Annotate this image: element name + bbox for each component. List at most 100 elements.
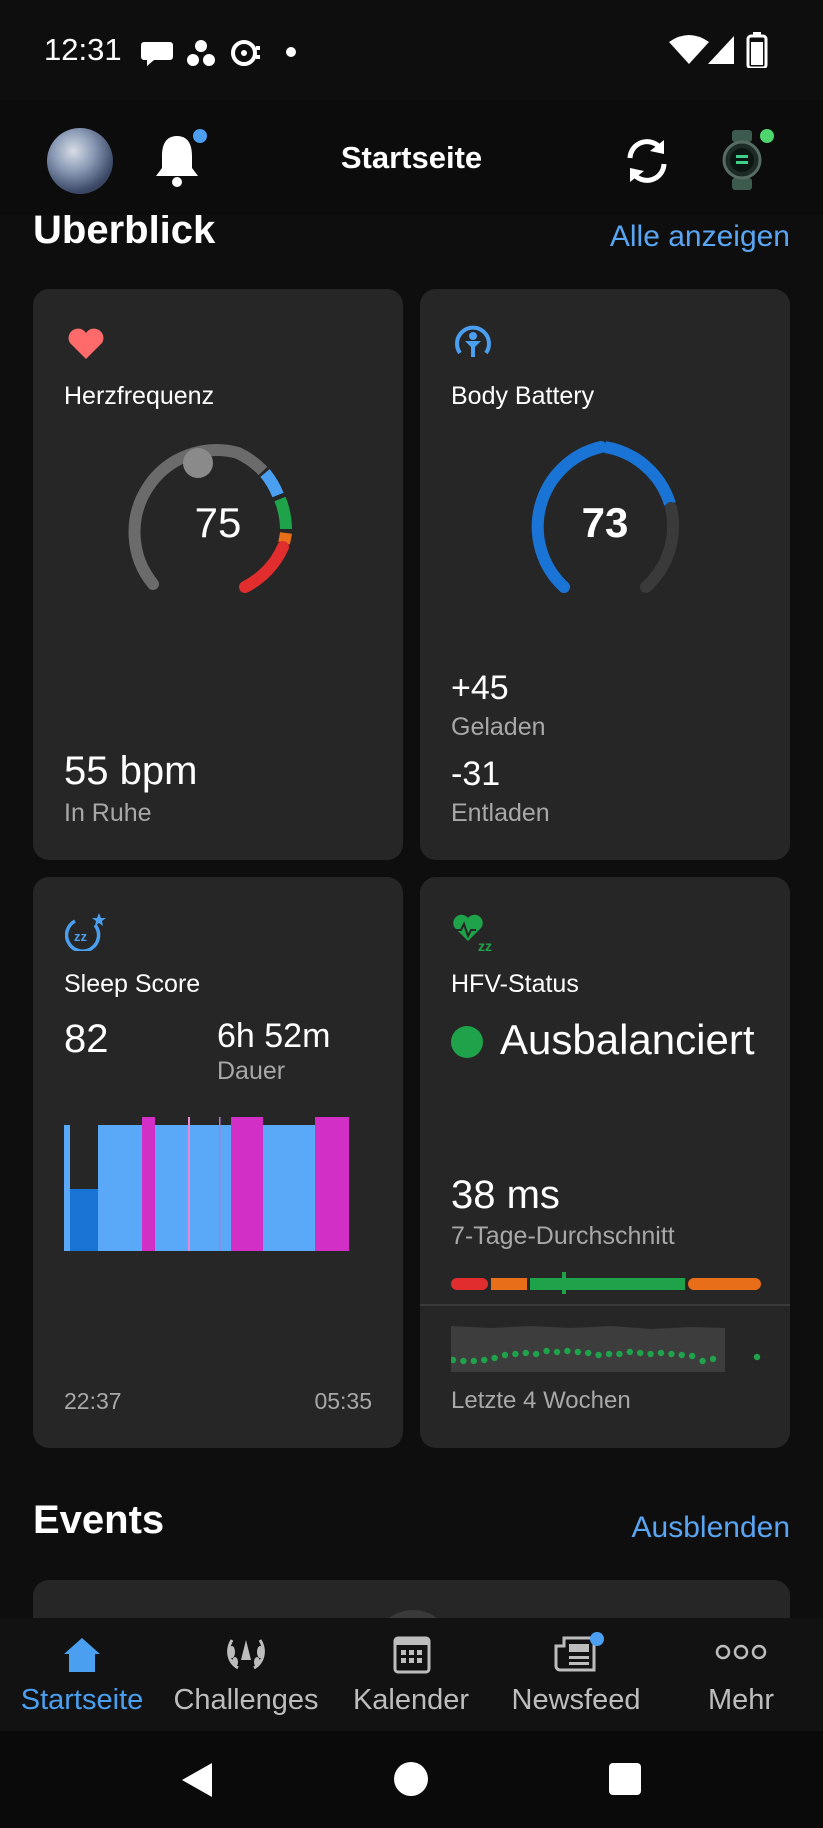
hrv-trend-dot: [512, 1350, 519, 1358]
hrv-trend-chart: [451, 1326, 761, 1372]
hrv-trend-dot: [574, 1348, 581, 1356]
nav-challenges[interactable]: [164, 1618, 329, 1731]
heart-rate-title: Herzfrequenz: [64, 382, 215, 410]
hrv-trend-dot: [533, 1350, 540, 1358]
hrv-trend-dot: [585, 1349, 592, 1357]
sleep-stage-rem-2: [231, 1117, 263, 1251]
app-notification-icon: [187, 40, 215, 66]
body-battery-current: 73: [581, 499, 629, 546]
nav-label-challenges[interactable]: Challenges: [173, 1684, 319, 1716]
nav-mehr[interactable]: [659, 1618, 823, 1731]
profile-avatar-overlay[interactable]: [47, 128, 113, 194]
heart-icon: [68, 328, 104, 359]
hrv-trend-dot: [460, 1357, 467, 1365]
hrv-icon: zz: [453, 914, 492, 953]
hrv-trend-dot: [699, 1357, 706, 1365]
hide-events-link[interactable]: Ausblenden: [631, 1511, 790, 1544]
hrv-title: HFV-Status: [451, 970, 579, 998]
nav-label-startseite[interactable]: Startseite: [20, 1684, 144, 1716]
home-icon: [64, 1638, 100, 1672]
more-notifications-dot: [286, 47, 296, 57]
refresh-icon[interactable]: [620, 134, 674, 188]
hrv-trend-dot: [709, 1355, 717, 1363]
sleep-stage-awake-start: [64, 1125, 70, 1251]
hrv-trend-dot: [689, 1352, 696, 1360]
signal-icon: [708, 36, 734, 64]
watch-icon[interactable]: [722, 128, 762, 192]
nav-label-newsfeed[interactable]: Newsfeed: [511, 1684, 641, 1716]
hrv-trend-dot: [501, 1351, 509, 1359]
wifi-icon: [669, 35, 709, 64]
bell-icon[interactable]: [152, 130, 202, 190]
hrv-trend-dot: [553, 1348, 561, 1356]
hrv-status-value: Ausbalanciert: [500, 1016, 755, 1063]
news-icon: [554, 1636, 596, 1672]
hrv-trend-dot: [522, 1349, 529, 1357]
page-title-overlay: Startseite: [340, 140, 483, 175]
calendar-icon: [393, 1636, 431, 1674]
events-heading: Events: [33, 1498, 165, 1542]
home-button-icon[interactable]: [394, 1762, 428, 1796]
hrv-status-card[interactable]: zz HFV-Status Ausbalanciert 38 ms 7-Tage…: [420, 877, 790, 1448]
hrv-trend-dot: [605, 1350, 613, 1358]
heart-rate-gauge: [128, 444, 292, 593]
charged-label: Geladen: [451, 713, 546, 741]
battery-status-icon: [746, 32, 768, 68]
nav-label-kalender[interactable]: Kalender: [352, 1684, 470, 1716]
body-battery-title: Body Battery: [451, 382, 595, 410]
hrv-status-dot: [451, 1026, 483, 1058]
hrv-range-unbalanced-low: [491, 1278, 527, 1290]
overview-heading-text: Überblick: [33, 208, 216, 252]
hrv-trend-dot: [657, 1349, 665, 1357]
hrv-trend-dot: [626, 1348, 633, 1356]
show-all-link[interactable]: Alle anzeigen: [609, 220, 790, 253]
sleep-stage-rem-1: [142, 1117, 155, 1251]
charged-value: +45: [451, 669, 509, 707]
sleep-duration-label: Dauer: [217, 1057, 286, 1085]
hrv-caption: 7-Tage-Durchschnitt: [451, 1222, 675, 1250]
hrv-value: 38 ms: [451, 1173, 560, 1217]
hrv-trend-dot: [647, 1350, 654, 1358]
hrv-trend-label: Letzte 4 Wochen: [451, 1387, 631, 1414]
sleep-score-title: Sleep Score: [64, 970, 201, 998]
hrv-trend-dot: [491, 1354, 498, 1362]
more-icon: [715, 1644, 767, 1660]
hrv-range-unbalanced-high: [688, 1278, 761, 1290]
nav-startseite[interactable]: [0, 1618, 164, 1731]
back-icon[interactable]: [178, 1761, 214, 1799]
sleep-stage-light-2: [155, 1125, 231, 1251]
hrv-divider: [420, 1304, 790, 1306]
sync-notification-icon: [231, 40, 260, 66]
drained-label: Entladen: [451, 799, 550, 827]
hrv-trend-dot: [595, 1351, 602, 1359]
status-time: 12:31: [44, 32, 122, 67]
sleep-stage-deep-1: [70, 1189, 98, 1251]
heart-rate-card[interactable]: Herzfrequenz 75 55 bpm In Ruhe: [33, 289, 403, 860]
watch-status-dot: [760, 129, 774, 143]
sleep-stage-light-1: [98, 1125, 142, 1251]
body-battery-gauge: [531, 441, 679, 593]
sleep-score-value: 82: [64, 1017, 109, 1061]
sleep-awake-marker-1: [188, 1117, 190, 1251]
status-bar: 12:31: [0, 0, 823, 100]
nav-newsfeed[interactable]: [494, 1618, 659, 1731]
hrv-current-marker: [562, 1272, 566, 1294]
body-battery-card[interactable]: Body Battery 73 +45 Geladen -31 Entladen: [420, 289, 790, 860]
hrv-trend-dot: [678, 1351, 685, 1359]
bell-badge: [193, 129, 207, 143]
recents-icon[interactable]: [609, 1763, 641, 1795]
sleep-score-card[interactable]: zz Sleep Score 82 6h 52m Dauer 22:37 05:…: [33, 877, 403, 1448]
drained-value: -31: [451, 755, 501, 793]
hrv-trend-dot: [451, 1356, 457, 1364]
newsfeed-badge: [590, 1632, 604, 1646]
nav-label-mehr[interactable]: Mehr: [707, 1684, 775, 1716]
hrv-trend-dot: [753, 1353, 761, 1361]
hrv-trend-dot: [470, 1357, 477, 1365]
hrv-trend-dots: [451, 1347, 761, 1365]
hrv-trend-dot: [637, 1349, 644, 1357]
sleep-duration-value: 6h 52m: [217, 1017, 331, 1055]
nav-kalender[interactable]: [329, 1618, 494, 1731]
svg-text:zz: zz: [478, 938, 492, 953]
sleep-stages-chart: [64, 1117, 349, 1251]
laurel-icon: [227, 1639, 265, 1670]
